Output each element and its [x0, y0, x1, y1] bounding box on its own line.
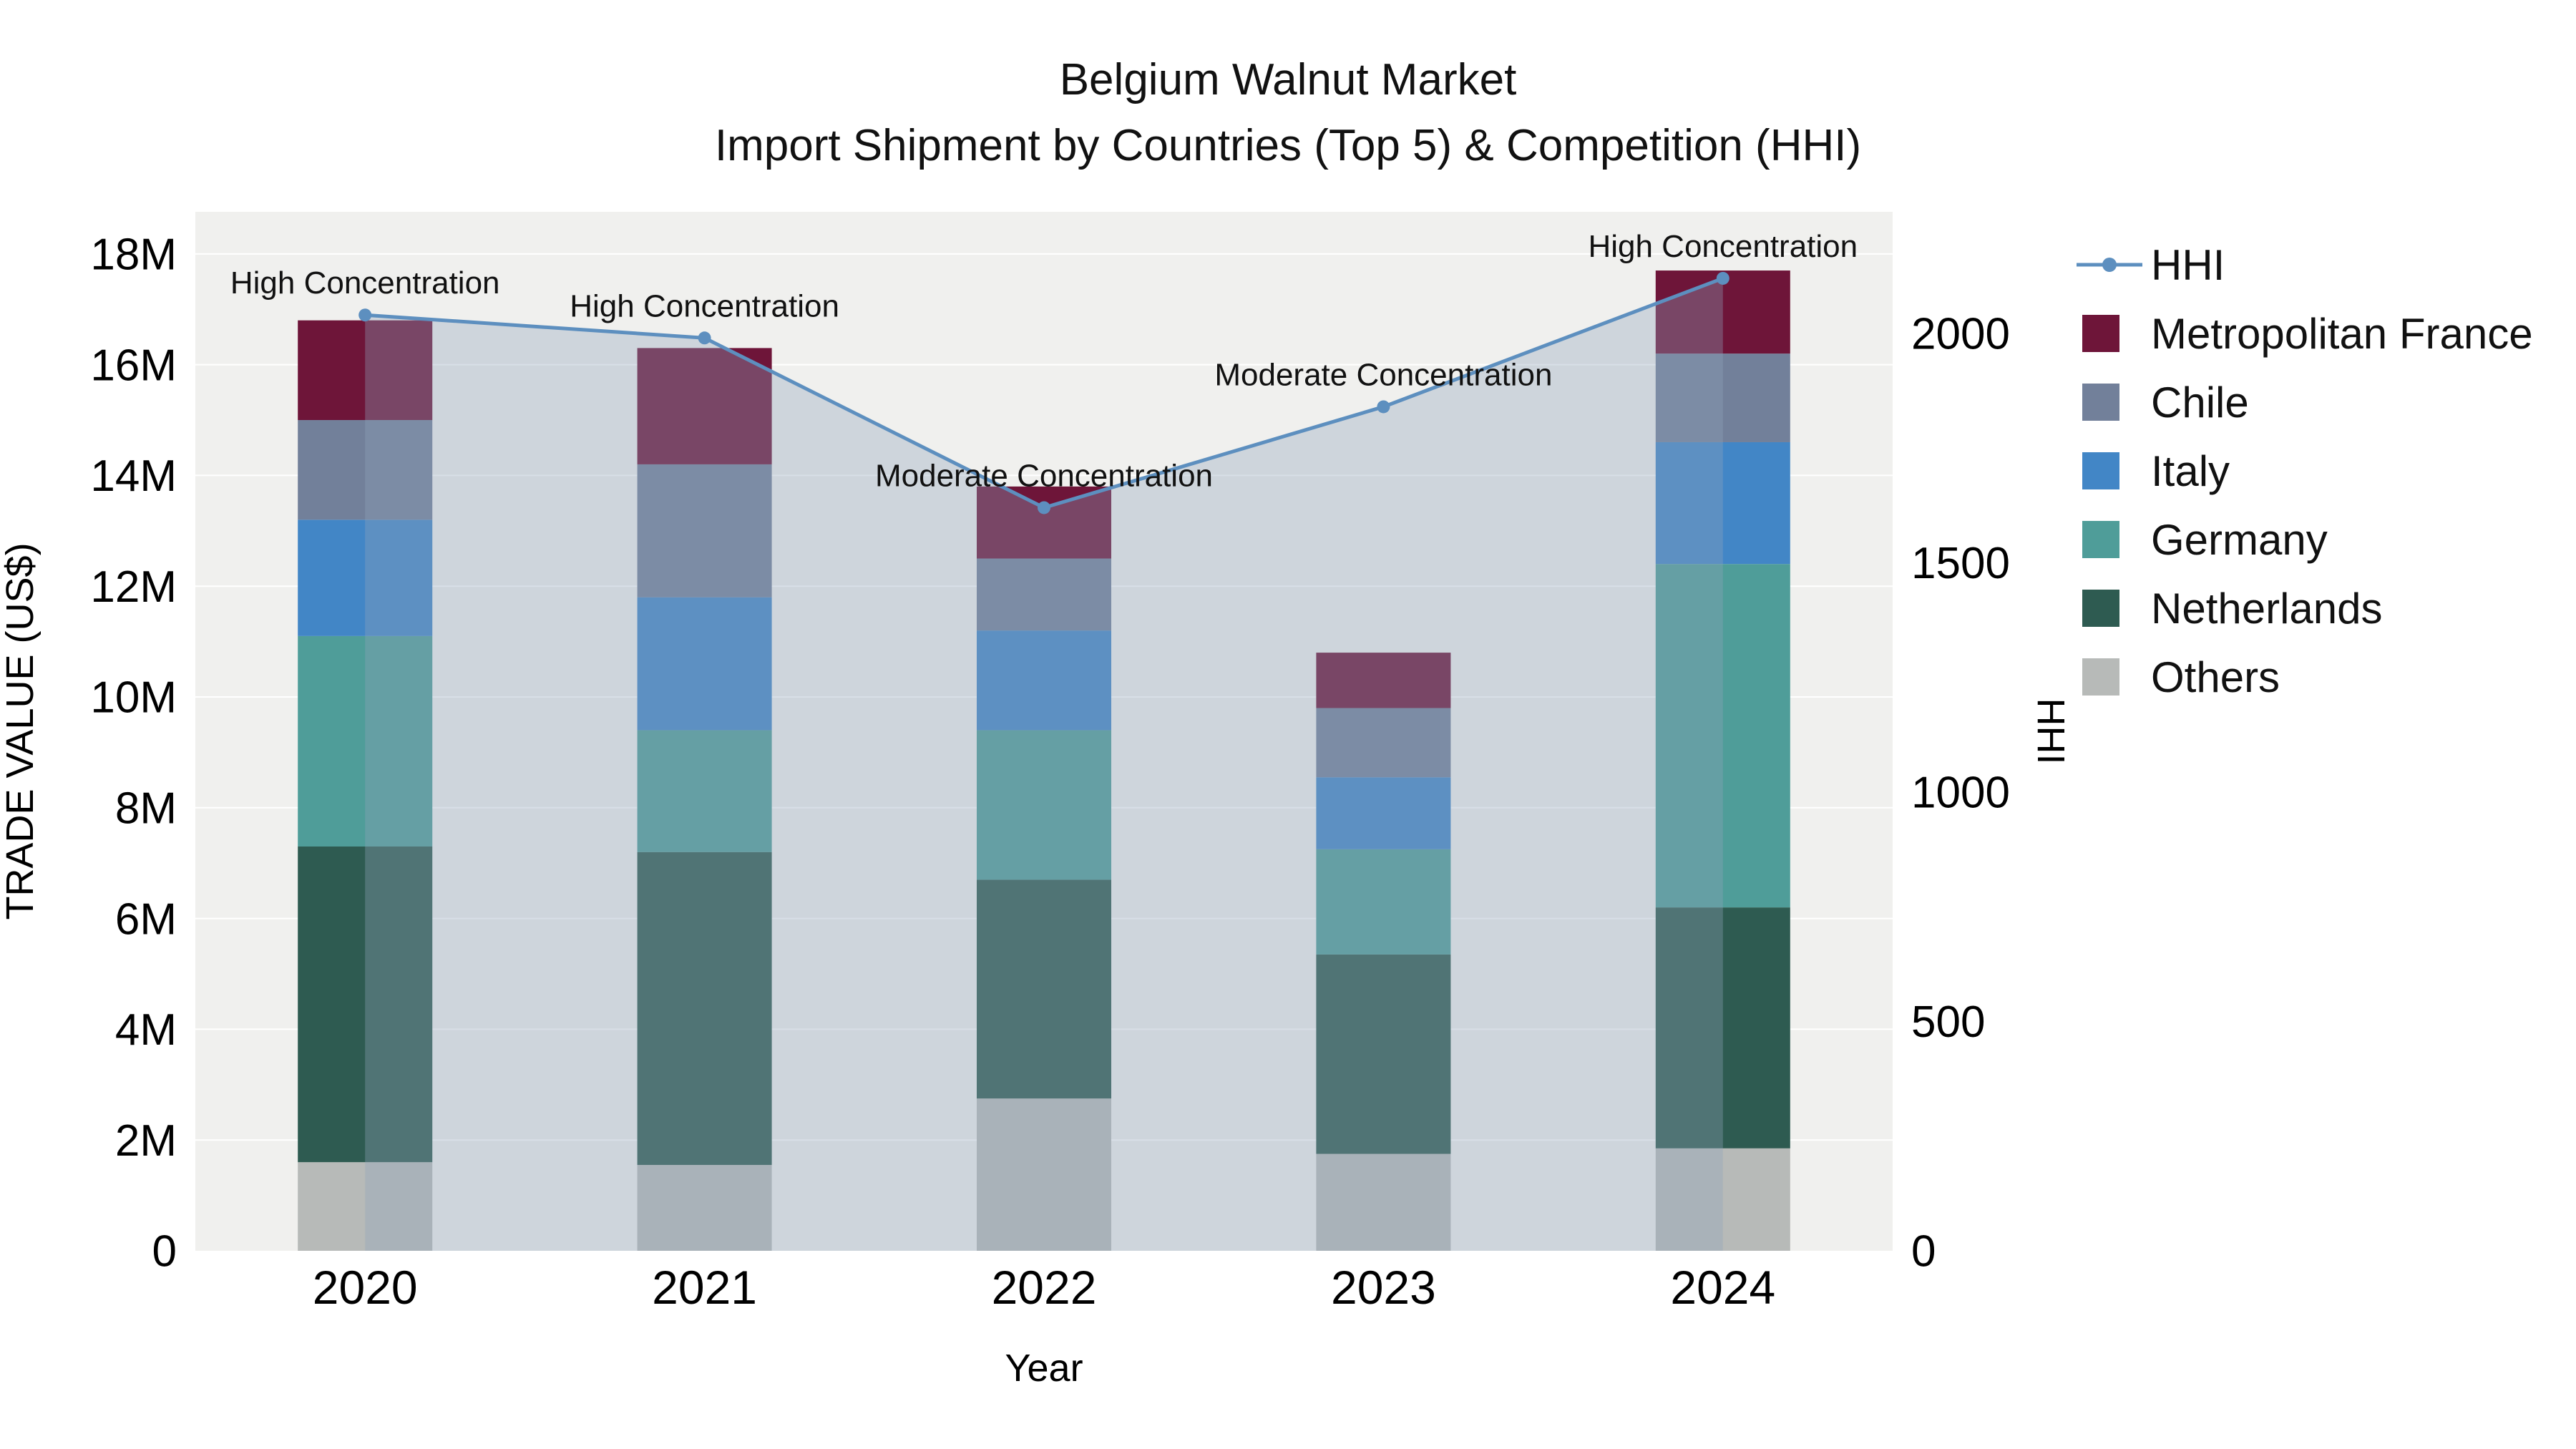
bar-2020-chile: [298, 420, 433, 520]
bar-2022-others: [977, 1098, 1111, 1251]
right-tick-label: 2000: [1911, 310, 2010, 359]
legend-swatch-box: [2075, 245, 2151, 284]
legend-swatch-italy-icon: [2082, 452, 2119, 489]
hhi-marker-2021: [698, 331, 711, 345]
annotation-2020: High Concentration: [230, 265, 500, 301]
x-tick-label-2020: 2020: [313, 1261, 418, 1314]
legend-item-hhi: HHI: [2075, 230, 2533, 299]
legend-swatch-box: [2075, 384, 2151, 421]
right-tick-label: 1000: [1911, 769, 2010, 818]
x-tick-label-2021: 2021: [652, 1261, 757, 1314]
left-tick-label: 0: [152, 1227, 177, 1277]
bar-2023-netherlands: [1316, 954, 1451, 1154]
legend-swatch-metropolitan-france-icon: [2082, 315, 2119, 352]
bar-2020-italy: [298, 519, 433, 636]
left-tick-label: 12M: [90, 562, 177, 612]
bar-2024-chile: [1655, 353, 1790, 442]
chart-title: Belgium Walnut Market: [1059, 55, 1517, 104]
x-tick-label-2023: 2023: [1331, 1261, 1436, 1314]
legend-swatch-others-icon: [2082, 658, 2119, 696]
bar-2023-germany: [1316, 849, 1451, 955]
bar-2023-metropolitan-france: [1316, 653, 1451, 708]
left-tick-label: 6M: [115, 894, 177, 944]
bar-2021-italy: [637, 597, 772, 731]
left-tick-label: 14M: [90, 452, 177, 501]
legend-label-netherlands: Netherlands: [2151, 584, 2383, 633]
right-tick-label: 0: [1911, 1227, 1936, 1277]
legend-label-chile: Chile: [2151, 378, 2249, 426]
bar-2024-others: [1655, 1148, 1790, 1251]
x-tick-label-2022: 2022: [992, 1261, 1097, 1314]
legend-item-germany: Germany: [2075, 505, 2533, 574]
legend-item-netherlands: Netherlands: [2075, 574, 2533, 643]
left-tick-label: 10M: [90, 673, 177, 723]
title-block: Belgium Walnut Market Import Shipment by…: [0, 47, 2576, 179]
bar-2022-italy: [977, 630, 1111, 731]
bar-2024-italy: [1655, 441, 1790, 565]
bar-2022-netherlands: [977, 879, 1111, 1099]
legend-item-chile: Chile: [2075, 368, 2533, 436]
bar-2022-metropolitan-france: [977, 486, 1111, 559]
left-axis-title: TRADE VALUE (US$): [0, 542, 42, 919]
legend: HHI Metropolitan France Chile Italy Germany N…: [2075, 230, 2533, 711]
legend-label-italy: Italy: [2151, 447, 2230, 495]
legend-swatch-netherlands-icon: [2082, 590, 2119, 627]
legend-label-others: Others: [2151, 653, 2280, 701]
bar-2021-germany: [637, 730, 772, 852]
bar-2023-italy: [1316, 777, 1451, 849]
bar-2021-others: [637, 1165, 772, 1251]
hhi-line-swatch-icon: [2077, 258, 2142, 272]
chart-subtitle: Import Shipment by Countries (Top 5) & C…: [714, 121, 1862, 170]
bar-2021-chile: [637, 464, 772, 597]
legend-item-metropolitan-france: Metropolitan France: [2075, 299, 2533, 368]
bar-2024-germany: [1655, 564, 1790, 908]
bar-2020-others: [298, 1162, 433, 1251]
hhi-area-fill: [365, 278, 1723, 1252]
bar-2023-others: [1316, 1153, 1451, 1251]
legend-swatch-box: [2075, 452, 2151, 489]
annotation-2023: Moderate Concentration: [1214, 357, 1552, 392]
annotation-2022: Moderate Concentration: [875, 458, 1213, 493]
bar-2020-metropolitan-france: [298, 320, 433, 421]
bar-2021-netherlands: [637, 852, 772, 1166]
hhi-marker-2024: [1716, 271, 1729, 285]
legend-item-others: Others: [2075, 643, 2533, 711]
right-tick-label: 500: [1911, 997, 1985, 1047]
bar-2022-chile: [977, 558, 1111, 631]
bar-2020-netherlands: [298, 846, 433, 1163]
left-tick-label: 2M: [115, 1116, 177, 1166]
right-axis-title: HHI: [2029, 698, 2072, 765]
legend-swatch-box: [2075, 521, 2151, 558]
legend-item-italy: Italy: [2075, 436, 2533, 505]
bar-2024-netherlands: [1655, 907, 1790, 1148]
bar-2023-chile: [1316, 708, 1451, 778]
bar-2020-germany: [298, 635, 433, 847]
x-axis-title: Year: [1005, 1347, 1083, 1390]
legend-swatch-box: [2075, 658, 2151, 696]
left-tick-label: 4M: [115, 1005, 177, 1055]
left-tick-label: 16M: [90, 341, 177, 390]
legend-label-germany: Germany: [2151, 515, 2328, 564]
x-tick-label-2024: 2024: [1670, 1261, 1775, 1314]
hhi-marker-2022: [1038, 501, 1050, 514]
legend-swatch-box: [2075, 590, 2151, 627]
hhi-marker-2020: [358, 308, 372, 322]
legend-swatch-box: [2075, 315, 2151, 352]
left-tick-label: 18M: [90, 230, 177, 280]
annotation-2024: High Concentration: [1588, 229, 1858, 264]
annotation-2021: High Concentration: [570, 288, 839, 323]
bar-2022-germany: [977, 730, 1111, 880]
hhi-marker-2023: [1377, 400, 1390, 414]
left-tick-label: 8M: [115, 784, 177, 834]
legend-swatch-chile-icon: [2082, 384, 2119, 421]
bar-2021-metropolitan-france: [637, 348, 772, 464]
legend-label-hhi: HHI: [2151, 240, 2225, 289]
legend-label-metropolitan-france: Metropolitan France: [2151, 309, 2533, 358]
right-tick-label: 1500: [1911, 539, 2010, 588]
legend-swatch-germany-icon: [2082, 521, 2119, 558]
